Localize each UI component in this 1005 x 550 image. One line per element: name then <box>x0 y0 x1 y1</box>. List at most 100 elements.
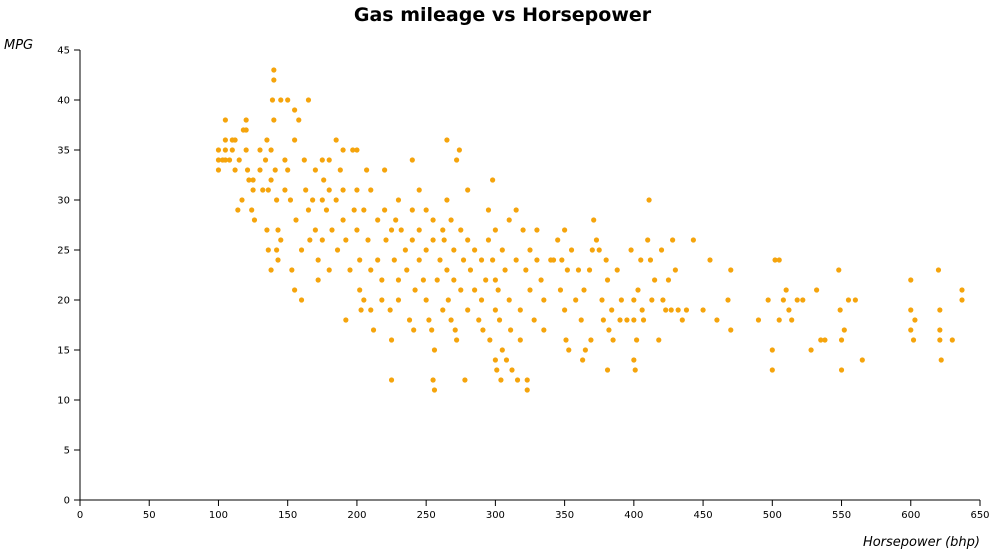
data-point <box>444 197 450 203</box>
data-point <box>222 157 228 163</box>
data-point <box>409 237 415 243</box>
data-point <box>949 337 955 343</box>
data-point <box>765 297 771 303</box>
data-point <box>800 297 806 303</box>
chart-title: Gas mileage vs Horsepower <box>353 4 652 26</box>
x-tick-label: 600 <box>901 510 920 521</box>
data-point <box>564 267 570 273</box>
data-point <box>382 207 388 213</box>
data-point <box>215 147 222 153</box>
data-point <box>431 387 438 393</box>
data-point <box>789 317 795 323</box>
data-point <box>354 147 360 153</box>
data-point <box>298 297 305 303</box>
data-point <box>485 207 492 213</box>
data-point <box>268 177 274 183</box>
data-point <box>555 237 561 243</box>
data-point <box>487 337 493 343</box>
data-point <box>368 267 374 273</box>
data-point <box>305 207 312 213</box>
data-point <box>490 177 496 183</box>
data-point <box>232 137 238 143</box>
data-point <box>271 77 277 83</box>
data-point <box>837 307 843 313</box>
data-point <box>292 137 298 143</box>
data-point <box>635 287 641 293</box>
data-point <box>679 317 685 323</box>
data-point <box>581 287 587 293</box>
data-point <box>250 187 256 193</box>
data-point <box>523 267 529 273</box>
data-point <box>289 267 295 273</box>
data-point <box>818 337 824 343</box>
data-point <box>454 157 460 163</box>
data-point <box>441 237 447 243</box>
data-point <box>912 317 918 323</box>
data-point <box>448 317 454 323</box>
data-point <box>365 237 371 243</box>
data-point <box>476 317 482 323</box>
data-point <box>498 377 504 383</box>
data-point <box>490 257 496 263</box>
data-point <box>769 347 775 353</box>
data-point <box>264 227 270 233</box>
data-point <box>472 247 478 253</box>
data-point <box>480 327 486 333</box>
data-point <box>303 187 309 193</box>
data-point <box>393 217 399 223</box>
data-point <box>838 337 845 343</box>
data-point <box>531 317 537 323</box>
data-point <box>278 237 284 243</box>
x-tick-label: 550 <box>832 510 851 521</box>
data-point <box>938 357 944 363</box>
data-point <box>631 317 637 323</box>
data-point <box>534 227 540 233</box>
data-point <box>494 367 500 373</box>
x-tick-label: 300 <box>486 510 505 521</box>
data-point <box>271 117 277 123</box>
data-point <box>395 297 402 303</box>
data-point <box>265 247 271 253</box>
data-point <box>908 327 914 333</box>
data-point <box>275 257 281 263</box>
data-point <box>649 297 655 303</box>
data-point <box>431 347 438 353</box>
data-point <box>610 337 616 343</box>
x-tick-label: 400 <box>624 510 643 521</box>
data-point <box>358 307 364 313</box>
data-point <box>340 147 346 153</box>
data-point <box>937 327 943 333</box>
data-point <box>430 217 436 223</box>
data-point <box>707 257 713 263</box>
data-point <box>265 187 271 193</box>
x-tick-label: 0 <box>77 510 83 521</box>
data-point <box>508 327 514 333</box>
data-point <box>416 257 422 263</box>
data-point <box>423 297 429 303</box>
data-point <box>495 287 501 293</box>
data-point <box>452 327 458 333</box>
data-points <box>215 67 965 393</box>
x-tick-label: 500 <box>763 510 782 521</box>
data-point <box>485 237 492 243</box>
data-point <box>423 207 429 213</box>
data-point <box>499 347 505 353</box>
data-point <box>589 247 595 253</box>
data-point <box>239 197 245 203</box>
data-point <box>780 297 786 303</box>
data-point <box>448 217 454 223</box>
data-point <box>838 367 845 373</box>
data-point <box>772 257 778 263</box>
data-point <box>287 197 294 203</box>
data-point <box>675 307 681 313</box>
data-point <box>506 297 512 303</box>
data-point <box>617 317 623 323</box>
data-point <box>672 267 678 273</box>
data-point <box>257 147 263 153</box>
data-point <box>550 257 557 263</box>
data-point <box>776 317 782 323</box>
data-point <box>665 277 672 283</box>
data-point <box>632 367 638 373</box>
data-point <box>411 327 417 333</box>
